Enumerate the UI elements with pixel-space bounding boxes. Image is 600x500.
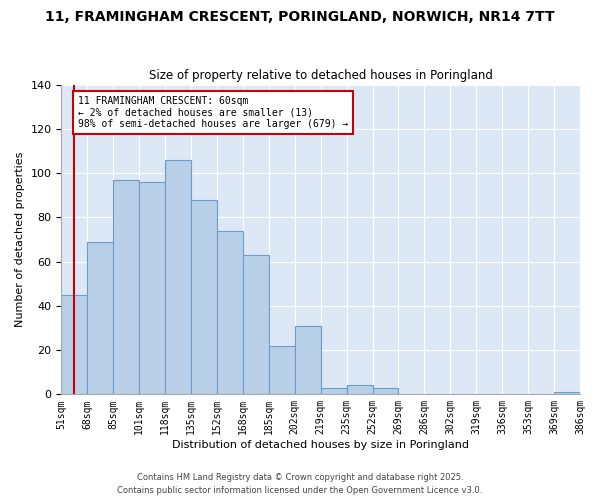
Bar [217,230,243,394]
Bar [321,388,347,394]
Text: Contains HM Land Registry data © Crown copyright and database right 2025.
Contai: Contains HM Land Registry data © Crown c… [118,474,482,495]
Bar [88,242,113,394]
Bar [139,182,165,394]
Bar [554,392,580,394]
Text: 11, FRAMINGHAM CRESCENT, PORINGLAND, NORWICH, NR14 7TT: 11, FRAMINGHAM CRESCENT, PORINGLAND, NOR… [45,10,555,24]
Bar [295,326,321,394]
X-axis label: Distribution of detached houses by size in Poringland: Distribution of detached houses by size … [172,440,469,450]
Bar [243,255,269,394]
Y-axis label: Number of detached properties: Number of detached properties [15,152,25,327]
Bar [373,388,398,394]
Text: 11 FRAMINGHAM CRESCENT: 60sqm
← 2% of detached houses are smaller (13)
98% of se: 11 FRAMINGHAM CRESCENT: 60sqm ← 2% of de… [78,96,349,129]
Bar [191,200,217,394]
Bar [347,386,373,394]
Bar [269,346,295,395]
Title: Size of property relative to detached houses in Poringland: Size of property relative to detached ho… [149,69,493,82]
Bar [165,160,191,394]
Bar [113,180,139,394]
Bar [61,295,88,394]
